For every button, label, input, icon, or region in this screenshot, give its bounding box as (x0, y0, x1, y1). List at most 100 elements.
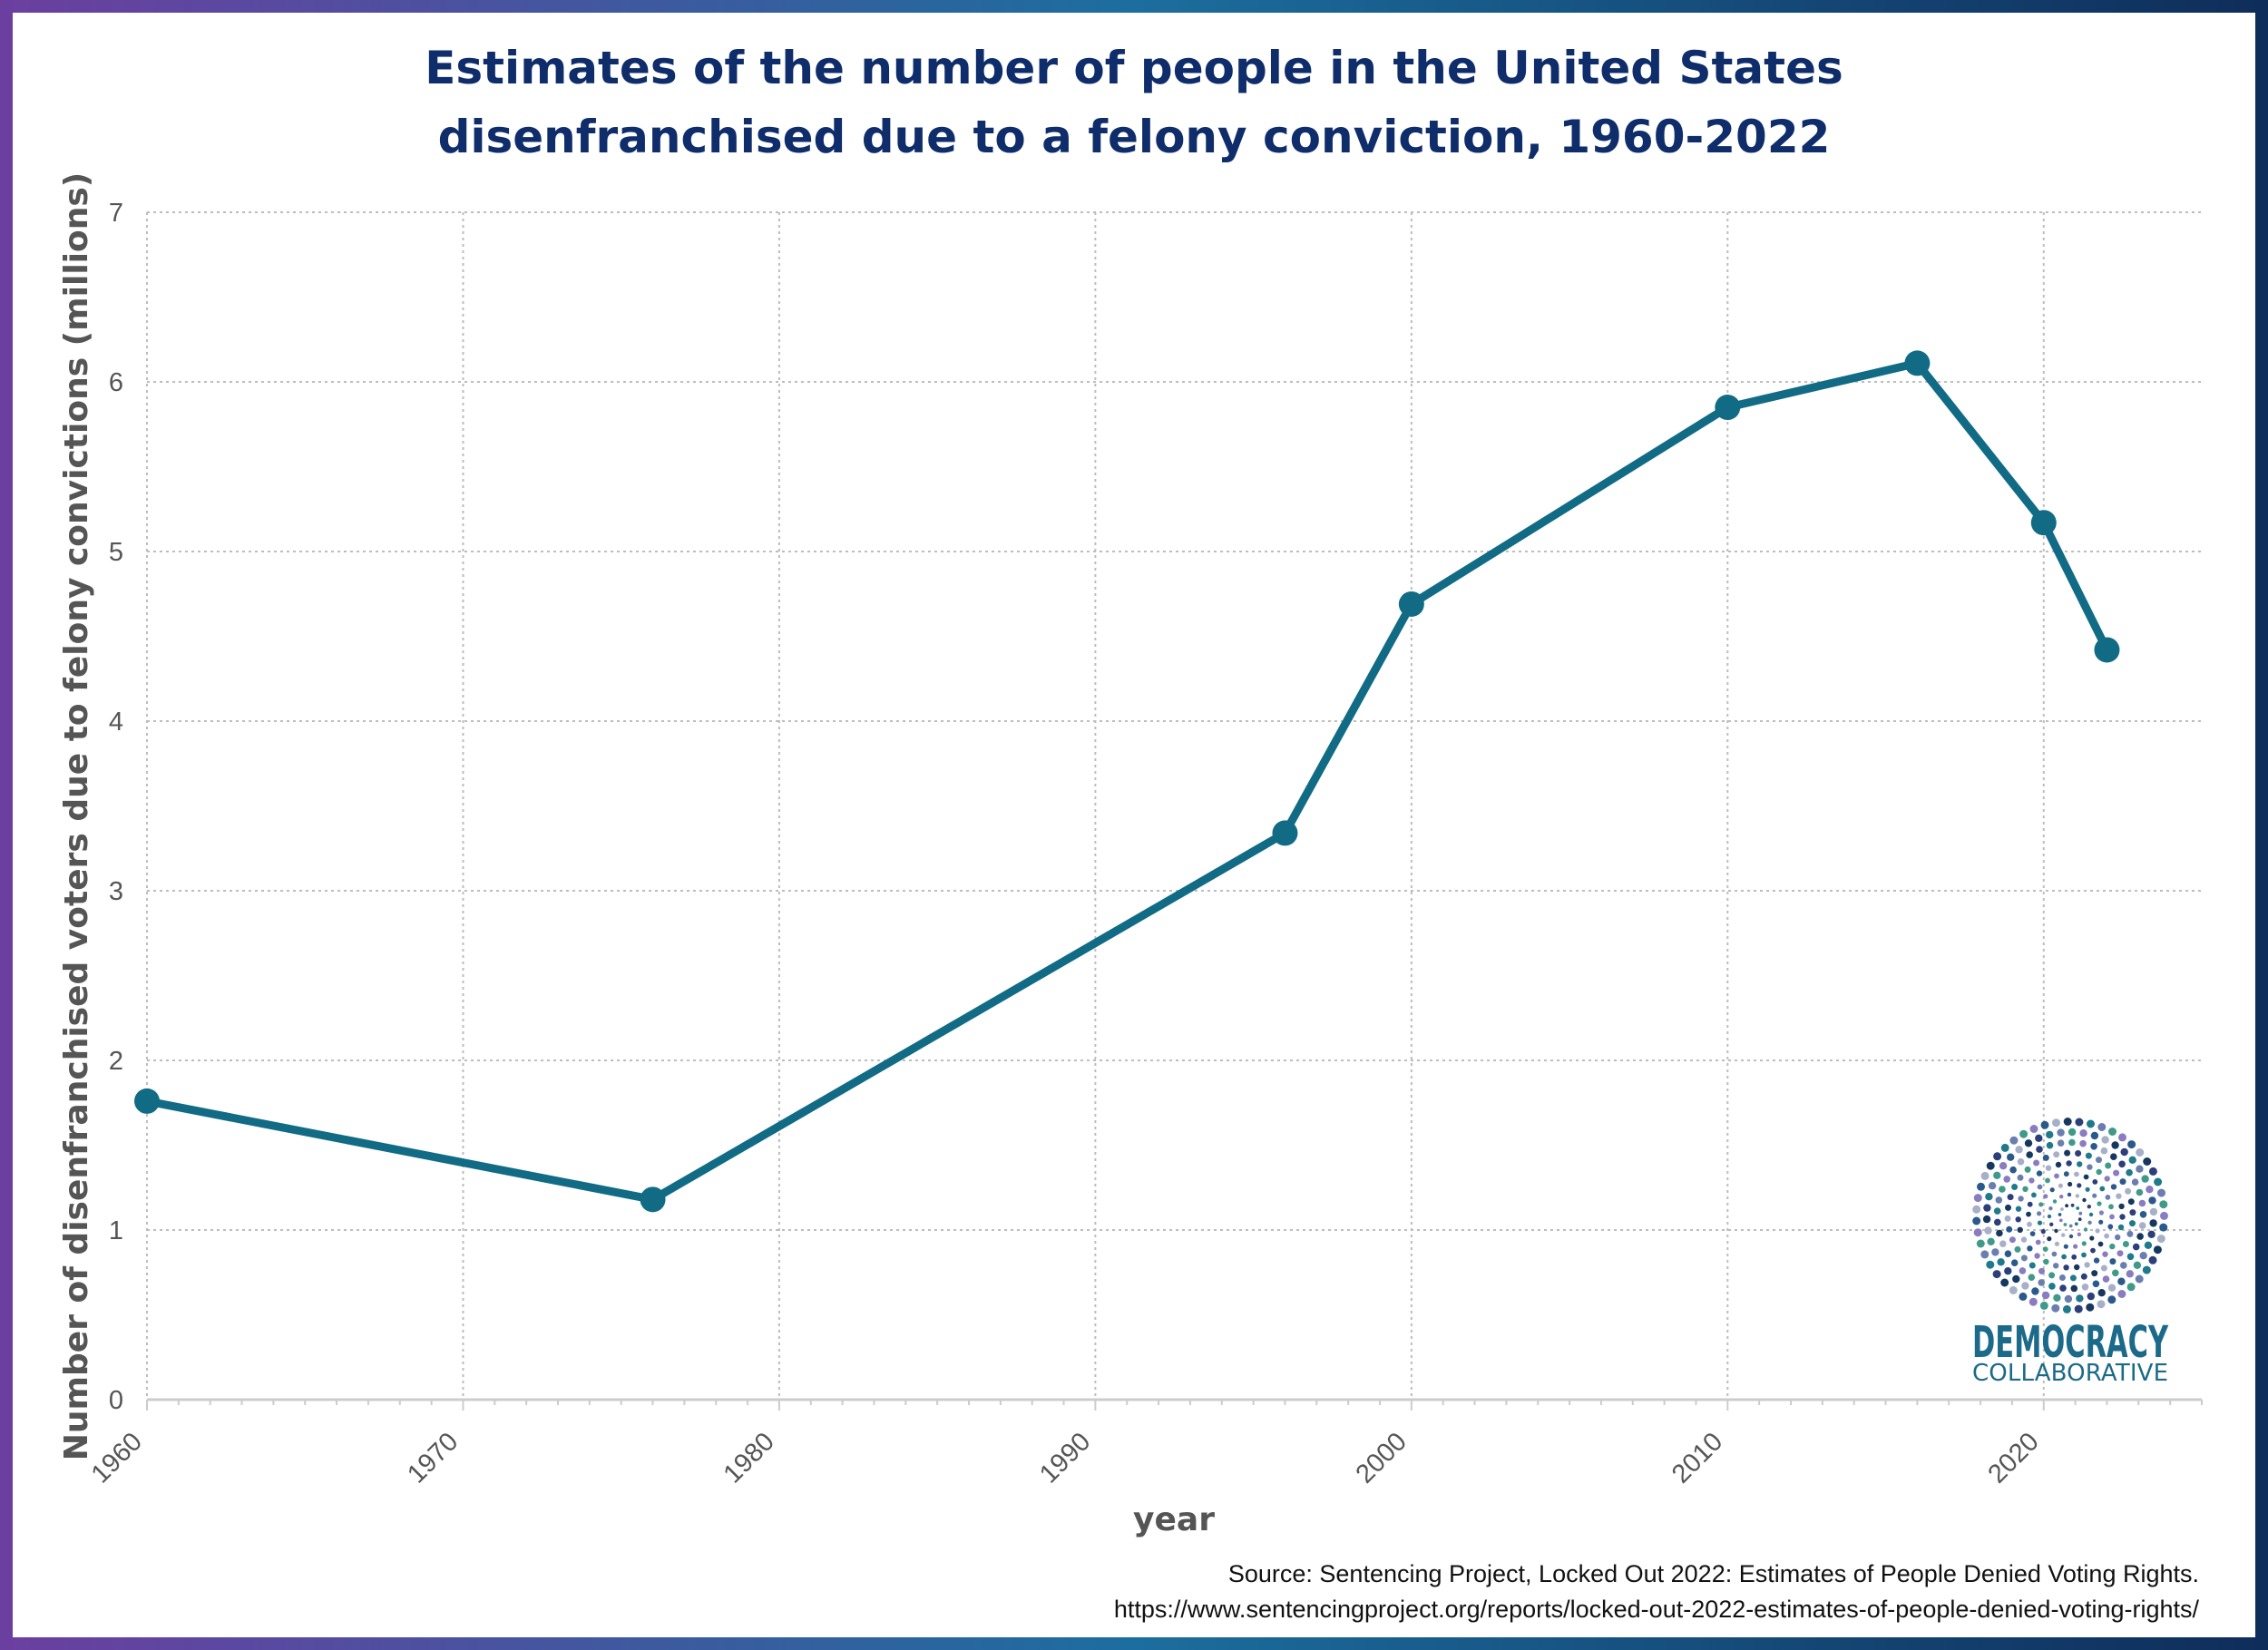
y-tick-5: 5 (109, 538, 123, 567)
logo-dot (2009, 1285, 2018, 1294)
logo-dot (2063, 1264, 2069, 1271)
logo-dot (2136, 1165, 2144, 1173)
logo-dot (2018, 1196, 2024, 1202)
logo-dot (2079, 1139, 2087, 1147)
logo-dot (1976, 1239, 1985, 1248)
logo-center (2062, 1207, 2078, 1224)
logo-dot (1993, 1152, 2002, 1161)
logo-dot (2077, 1232, 2081, 1237)
y-axis-label: Number of disenfranchised voters due to … (58, 172, 95, 1460)
logo-dot (2047, 1236, 2052, 1242)
logo-dot (2022, 1186, 2028, 1193)
logo-dot (1994, 1218, 2001, 1226)
logo-dot (2053, 1151, 2060, 1158)
logo-dot (2019, 1267, 2027, 1274)
logo-dot (2148, 1167, 2157, 1176)
y-tick-6: 6 (109, 368, 123, 397)
logo-dot (2009, 1166, 2017, 1174)
logo-dot (2148, 1196, 2156, 1205)
logo-dot (2040, 1120, 2049, 1129)
logo-dot (2110, 1153, 2117, 1160)
logo-dot (2139, 1211, 2147, 1218)
series-line-0 (142, 358, 2111, 1204)
logo-dot (2017, 1226, 2023, 1234)
logo-dot (2011, 1184, 2019, 1190)
data-point-2010 (1715, 395, 1741, 421)
logo-dot (2097, 1201, 2102, 1206)
logo-dot (2101, 1136, 2109, 1144)
logo-dot (2144, 1241, 2153, 1250)
logo-dot (2047, 1214, 2052, 1219)
logo-dot (2109, 1243, 2116, 1250)
logo-dot (2100, 1264, 2107, 1272)
logo-dot (1977, 1182, 1985, 1191)
logo-dot (2075, 1150, 2082, 1157)
logo-dot (1987, 1237, 1995, 1246)
logo-dot (2015, 1146, 2023, 1154)
y-tick-3: 3 (109, 877, 123, 906)
logo-dot (2015, 1206, 2022, 1212)
logo-dot (2020, 1255, 2028, 1262)
logo-dot (2049, 1187, 2055, 1193)
logo-dot (2014, 1245, 2021, 1253)
data-point-1960 (134, 1088, 160, 1114)
logo-dot (2005, 1204, 2011, 1211)
logo-dot (2020, 1236, 2028, 1243)
logo-dot (2112, 1269, 2119, 1277)
logo-dot (2092, 1179, 2098, 1185)
data-series (134, 350, 2120, 1213)
logo-dot (2060, 1207, 2064, 1211)
logo-dot (2035, 1239, 2041, 1245)
logo-dot (2156, 1235, 2165, 1244)
y-tick-2: 2 (109, 1047, 123, 1076)
logo-dot (2120, 1262, 2127, 1269)
logo-dot (2062, 1304, 2071, 1313)
y-tick-labels: 0 1 2 3 4 5 6 7 (109, 199, 123, 1415)
logo-dot (2093, 1257, 2100, 1264)
logo-dot (2052, 1199, 2058, 1204)
logo-dot (2057, 1128, 2065, 1137)
logo-dot (2126, 1253, 2135, 1261)
logo-dot (2118, 1160, 2126, 1168)
logo-dot (1995, 1196, 2003, 1204)
logo-dot (1983, 1204, 1991, 1212)
x-tick-labels: 1960 1970 1980 1990 2000 2010 2020 (86, 1427, 2045, 1489)
logo-dot (1992, 1270, 2001, 1279)
logo-dot (2043, 1258, 2049, 1265)
logo-dot (1999, 1186, 2006, 1193)
logo-dot (2131, 1178, 2139, 1186)
logo-dot (2108, 1204, 2114, 1210)
logo-dot (2015, 1216, 2021, 1223)
logo-dot (2068, 1181, 2073, 1187)
logo-dot (2054, 1228, 2058, 1234)
logo-dot (2083, 1227, 2088, 1232)
logo-dot (2126, 1283, 2136, 1292)
logo-dot (2086, 1303, 2095, 1312)
logo-dot (2109, 1258, 2116, 1265)
logo-dot (2006, 1225, 2013, 1233)
logo-dot (2048, 1206, 2053, 1211)
logo-dot (2003, 1176, 2010, 1183)
logo-dot (2133, 1261, 2142, 1270)
logo-dot (2069, 1274, 2077, 1282)
logo-dot (1973, 1228, 1982, 1237)
logo-dot (2063, 1118, 2072, 1126)
logo-dot (1988, 1182, 1997, 1190)
logo-dot (2077, 1183, 2082, 1188)
logo-dot (1985, 1193, 1993, 1201)
logo-dot (2037, 1220, 2043, 1225)
logo-dot (2004, 1215, 2011, 1222)
logo-dot (2058, 1218, 2063, 1223)
logo-dot (2104, 1233, 2110, 1239)
logo-dot (2157, 1188, 2165, 1197)
logo-dot (2085, 1186, 2090, 1192)
logo-dot (2037, 1211, 2042, 1216)
logo-dot (2127, 1140, 2136, 1149)
logo-dot (2045, 1165, 2052, 1171)
logo-dot (2122, 1241, 2129, 1247)
x-tick-1980: 1980 (719, 1427, 780, 1489)
logo-dot (2125, 1187, 2132, 1195)
logo-dot (2087, 1292, 2095, 1301)
x-tick-1990: 1990 (1034, 1427, 1096, 1489)
logo-dot (2036, 1170, 2043, 1176)
